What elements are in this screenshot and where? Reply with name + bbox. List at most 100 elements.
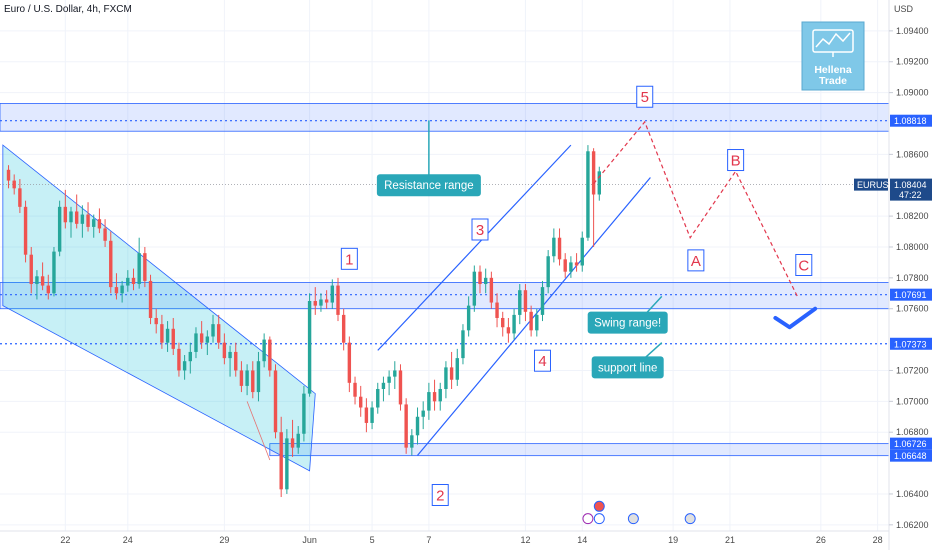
candle-body[interactable] [296,433,300,448]
candle-body[interactable] [160,324,164,343]
candle-body[interactable] [256,361,261,393]
candle-body[interactable] [421,410,425,417]
candle-body[interactable] [18,188,22,207]
candle-body[interactable] [466,305,471,331]
candle-body[interactable] [330,285,335,303]
candle-body[interactable] [35,276,39,285]
candle-body[interactable] [92,219,96,227]
candle-body[interactable] [313,301,317,306]
candle-body[interactable] [512,314,516,334]
candle-body[interactable] [143,253,147,281]
candle-body[interactable] [586,151,590,238]
candle-body[interactable] [381,382,386,389]
time-axis[interactable]: 22 24 29 Jun 5 7 12 14 19 21 26 28 [60,535,882,545]
candle-body[interactable] [216,324,221,343]
candle-body[interactable] [444,367,448,389]
candle-body[interactable] [483,277,488,285]
candle-body[interactable] [518,290,522,315]
candle-body[interactable] [557,237,562,260]
candle-body[interactable] [552,237,556,257]
candle-body[interactable] [569,262,573,272]
candle-body[interactable] [506,327,511,334]
candle-body[interactable] [245,370,249,386]
candle-body[interactable] [432,392,437,402]
candle-body[interactable] [211,324,215,337]
candle-body[interactable] [97,219,102,229]
candle-body[interactable] [341,314,346,343]
candle-body[interactable] [188,351,193,362]
candle-body[interactable] [347,342,352,383]
candle-body[interactable] [137,253,141,285]
candle-body[interactable] [171,328,175,349]
candle-body[interactable] [177,348,181,371]
candle-body[interactable] [86,214,90,227]
candle-body[interactable] [69,211,73,223]
candle-body[interactable] [268,339,272,371]
candle-body[interactable] [535,314,539,331]
candle-body[interactable] [40,276,45,286]
candle-body[interactable] [461,330,465,359]
candle-body[interactable] [591,151,596,195]
candle-body[interactable] [74,211,79,224]
candle-body[interactable] [302,393,306,434]
candle-body[interactable] [540,287,545,315]
candle-body[interactable] [109,240,113,288]
candle-body[interactable] [501,317,505,328]
candle-body[interactable] [523,290,528,312]
candle-body[interactable] [353,382,357,397]
candle-body[interactable] [546,256,550,288]
candle-body[interactable] [199,333,204,343]
price-axis[interactable]: 1.09400 1.09200 1.09000 1.08600 1.08200 1.080… [889,26,929,530]
candle-body[interactable] [427,392,431,411]
candle-body[interactable] [12,180,16,189]
candle-body[interactable] [307,301,312,394]
candle-body[interactable] [279,432,283,490]
candle-body[interactable] [529,311,533,331]
candle-body[interactable] [376,388,380,408]
candle-body[interactable] [114,287,119,294]
candle-body[interactable] [574,262,579,266]
candle-body[interactable] [563,259,567,272]
candle-body[interactable] [126,277,130,286]
candle-body[interactable] [359,396,363,408]
candle-body[interactable] [6,169,11,181]
candle-body[interactable] [46,285,50,294]
candle-body[interactable] [319,299,323,306]
candle-body[interactable] [63,206,68,223]
candle-body[interactable] [57,206,62,252]
candle-body[interactable] [182,361,187,371]
candle-body[interactable] [103,228,107,241]
candle-body[interactable] [154,317,158,325]
candle-body[interactable] [415,416,420,436]
candle-body[interactable] [398,370,403,405]
candle-body[interactable] [251,370,255,393]
candle-body[interactable] [489,277,494,303]
candle-body[interactable] [262,339,266,362]
candle-body[interactable] [285,438,289,490]
candle-body[interactable] [131,277,136,285]
candle-body[interactable] [290,438,295,448]
candle-body[interactable] [29,254,33,285]
candle-body[interactable] [393,370,397,377]
candle-body[interactable] [438,388,442,402]
candle-body[interactable] [580,237,584,266]
candle-body[interactable] [404,404,408,448]
candle-body[interactable] [23,206,28,255]
candle-body[interactable] [222,342,227,359]
candle-body[interactable] [387,376,391,383]
candle-body[interactable] [234,351,238,371]
candle-body[interactable] [194,333,198,352]
candle-body[interactable] [495,302,499,318]
candle-body[interactable] [370,407,374,423]
candle-body[interactable] [597,171,601,195]
candle-body[interactable] [455,358,459,380]
candle-body[interactable] [239,370,244,386]
candle-body[interactable] [205,336,210,343]
candle-body[interactable] [148,280,153,318]
candle-body[interactable] [336,285,340,315]
candle-body[interactable] [52,251,56,294]
candle-body[interactable] [324,299,329,303]
candle-body[interactable] [273,370,278,433]
candlesticks[interactable] [6,145,601,498]
